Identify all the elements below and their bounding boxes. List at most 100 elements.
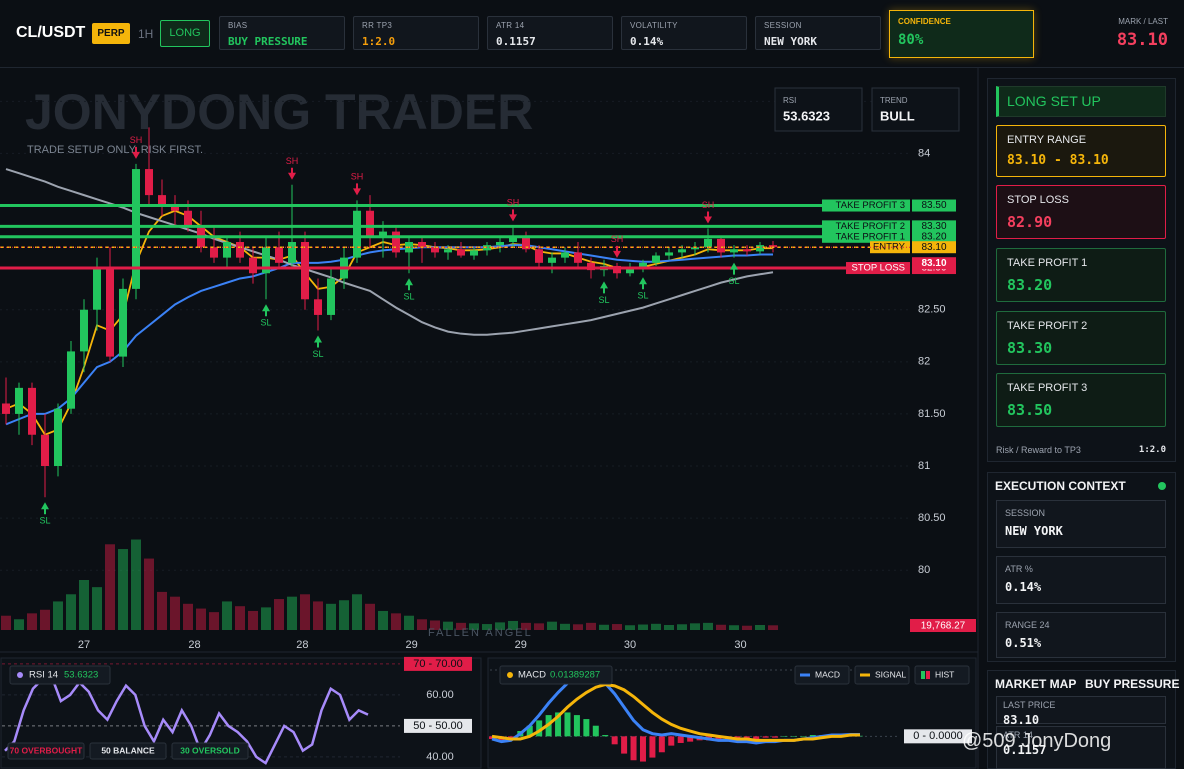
volume-bar [404,615,414,630]
level-value: 83.10 [921,242,946,253]
candle-body [548,257,556,263]
candle-body [691,247,699,250]
overlay-text: FALLEN ANGEL [428,627,533,639]
rr-label: Risk / Reward to TP3 [996,445,1081,455]
volume-bar [716,624,726,630]
candle-body [652,255,660,263]
level-name: ENTRY [873,242,906,253]
market-status: BUY PRESSURE [1085,677,1180,691]
volume-bar [326,603,336,630]
candle-body [769,245,777,248]
title-box [9,665,111,685]
signal-arrow [704,211,712,224]
signal-label: SH [286,156,299,166]
stat-label: SESSION [764,21,802,30]
signal-label: SH [351,172,364,182]
volume-bar [378,610,388,630]
context-item: ATR % 0.14% [996,556,1166,604]
candle-body [2,403,10,414]
hist-bar [555,712,562,737]
volume-bar [170,596,180,630]
volume-bar [144,558,154,630]
volume-bar [235,606,245,630]
level-name: TAKE PROFIT 2 [836,221,905,232]
stat-label: VOLATILITY [630,21,678,30]
volume-bar [196,608,206,630]
candle-body [314,299,322,315]
panel-value: 0.01389287 [550,670,600,681]
candle-body [418,241,426,248]
candle-body [470,250,478,256]
signal-label: SH [507,198,520,208]
main-chart-bg [0,68,978,652]
item-value: 0.51% [1005,636,1042,650]
stat-card: VOLATILITY 0.14% [621,16,747,50]
hist-bar [687,736,694,742]
hist-bar [573,715,580,737]
setup-card: TAKE PROFIT 1 83.20 [996,248,1166,302]
volume-bar [768,625,778,630]
candle-body [119,288,127,357]
subtitle: TRADE SETUP ONLY. RISK FIRST. [27,144,203,156]
stat-value: BUY PRESSURE [228,35,308,48]
signal-label: SL [403,292,414,302]
item-value: 0.1157 [1003,743,1047,757]
level-name-box [846,262,910,275]
top-bar: CL/USDT PERP 1H LONG BIAS BUY PRESSURE RR… [0,0,1184,68]
title-box [499,665,613,685]
macd-line [491,683,860,742]
hist-bar [630,736,637,761]
symbol: CL/USDT [16,24,86,41]
hist-bar [800,736,807,737]
volume-bar [729,625,739,630]
stat-card: BIAS BUY PRESSURE [219,16,345,50]
x-tick-label: 27 [78,639,90,651]
context-title: EXECUTION CONTEXT [995,479,1126,493]
rsi-line [4,674,369,765]
level-value: 83.30 [921,221,946,232]
candle-body [717,238,725,253]
volume-bar [105,544,115,630]
y-tick-label: 81 [918,460,930,472]
candle-body [535,249,543,263]
volume-bar [79,580,89,630]
legend-label: HIST [935,669,954,679]
item-label: ATR % [1005,564,1033,574]
signal-label: SL [637,291,648,301]
volume-bar [248,610,258,630]
y-tick-label: 70 - 70.00 [413,658,463,670]
candle-body [496,241,504,246]
volume-bar [521,622,531,630]
level-button-label: 30 OVERSOLD [180,745,240,755]
volume-tag [910,619,976,632]
hist-bar [583,719,590,737]
stat-label: BIAS [228,21,248,30]
y-tick-label: 60.00 [426,689,454,701]
candle-body [249,257,257,274]
candle-body [67,351,75,409]
tick-tag [404,718,472,733]
signal-label: SH [611,234,624,244]
level-button [89,742,167,760]
mark-value: 83.10 [1116,30,1168,50]
volume-bar [66,594,76,630]
x-tick-label: 28 [188,639,200,651]
volume-bar [40,609,50,630]
volume-tag-label: 19,768.27 [921,621,966,632]
volume-bar [339,600,349,630]
hist-bar [753,736,760,739]
hist-bar [715,736,722,741]
level-name-box [870,241,910,254]
candle-body [574,252,582,263]
volume-bar [157,591,167,630]
volume-bar [625,625,635,630]
candle-body [275,247,283,263]
badge: PERP [92,23,130,44]
y-tick-label: 82 [918,356,930,368]
hist-bar [790,736,797,737]
volume-bar [300,594,310,630]
y-tick-label: 50 - 50.00 [413,720,463,732]
hist-bar [621,736,628,754]
hist-bar [592,725,599,737]
volume-bar [651,623,661,630]
